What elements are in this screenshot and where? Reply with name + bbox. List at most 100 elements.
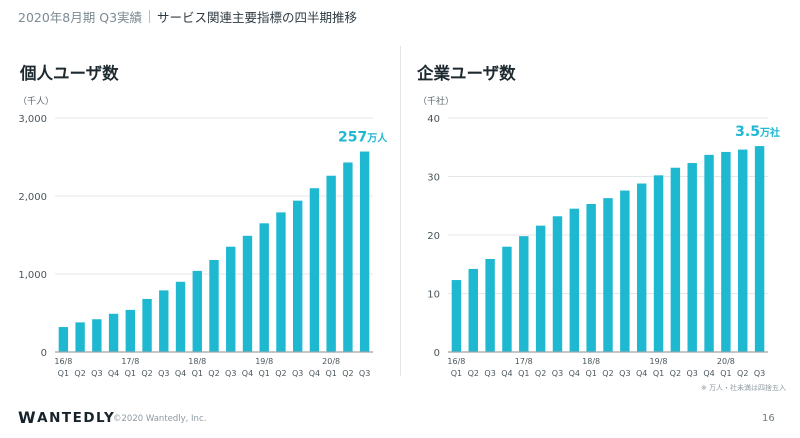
bar bbox=[519, 236, 529, 352]
x-year-label: 18/8 bbox=[188, 357, 206, 366]
slide-header: 2020年8月期 Q3実績 サービス関連主要指標の四半期推移 bbox=[18, 6, 357, 26]
x-tick-label: Q1 bbox=[518, 369, 529, 378]
x-year-label: 19/8 bbox=[255, 357, 273, 366]
copyright-text: ©2020 Wantedly, Inc. bbox=[113, 414, 207, 424]
report-period: 2020年8月期 Q3実績 bbox=[18, 9, 143, 25]
x-tick-label: Q1 bbox=[720, 369, 731, 378]
bar bbox=[75, 322, 85, 352]
bar bbox=[343, 162, 353, 352]
bar bbox=[125, 309, 136, 352]
x-tick-label: Q2 bbox=[275, 369, 286, 378]
wantedly-logo: W ANTEDLY bbox=[18, 408, 116, 427]
x-tick-label: Q3 bbox=[91, 369, 102, 378]
x-tick-label: Q4 bbox=[569, 369, 580, 378]
y-tick-label: 40 bbox=[427, 114, 440, 125]
x-tick-label: Q4 bbox=[309, 369, 320, 378]
y-tick-label: 10 bbox=[427, 290, 440, 301]
x-tick-label: Q1 bbox=[653, 369, 664, 378]
bar bbox=[309, 188, 320, 352]
x-year-label: 20/8 bbox=[322, 357, 340, 366]
callout-label: 3.5万社 bbox=[735, 124, 780, 140]
x-tick-label: Q4 bbox=[108, 369, 119, 378]
bar bbox=[535, 225, 546, 352]
x-year-label: 16/8 bbox=[447, 357, 465, 366]
callout-unit: 万人 bbox=[366, 132, 388, 145]
bar bbox=[276, 212, 286, 352]
x-tick-label: Q2 bbox=[208, 369, 219, 378]
bar bbox=[603, 198, 613, 352]
x-tick-label: Q3 bbox=[158, 369, 169, 378]
x-tick-label: Q3 bbox=[225, 369, 236, 378]
y-unit-label: （千人） bbox=[18, 96, 54, 107]
x-tick-label: Q2 bbox=[737, 369, 748, 378]
x-year-label: 16/8 bbox=[54, 357, 72, 366]
x-tick-label: Q2 bbox=[74, 369, 85, 378]
x-tick-label: Q1 bbox=[325, 369, 336, 378]
x-tick-label: Q1 bbox=[451, 369, 462, 378]
x-tick-label: Q3 bbox=[292, 369, 303, 378]
bar bbox=[636, 183, 647, 352]
callout-label: 257万人 bbox=[338, 130, 388, 146]
x-tick-label: Q1 bbox=[58, 369, 69, 378]
bar bbox=[108, 313, 119, 352]
x-tick-label: Q4 bbox=[175, 369, 186, 378]
bar bbox=[226, 246, 236, 352]
y-tick-label: 0 bbox=[41, 348, 47, 359]
x-year-label: 17/8 bbox=[515, 357, 533, 366]
x-year-label: 17/8 bbox=[121, 357, 139, 366]
bar bbox=[502, 246, 512, 352]
individual-users-chart: （千人） 0 1,000 2,000 3,000 16/8 17/8 18/8 19/8 20/8… bbox=[18, 96, 388, 378]
x-tick-label: Q2 bbox=[468, 369, 479, 378]
x-year-label: 18/8 bbox=[582, 357, 600, 366]
x-tick-label: Q2 bbox=[535, 369, 546, 378]
bar bbox=[468, 268, 478, 352]
x-tick-label: Q2 bbox=[670, 369, 681, 378]
bar bbox=[192, 270, 202, 352]
x-tick-label: Q1 bbox=[192, 369, 203, 378]
slide-subtitle: サービス関連主要指標の四半期推移 bbox=[157, 9, 358, 25]
company-users-chart: （千社） 0 10 20 30 40 16/8 17/8 18/8 19/8 20/8 Q1 Q2 Q3 Q… bbox=[418, 95, 786, 392]
chart-title-individual-users: 個人ユーザ数 bbox=[20, 64, 119, 83]
x-tick-label: Q4 bbox=[501, 369, 512, 378]
y-unit-label: （千社） bbox=[418, 95, 454, 107]
x-tick-label: Q3 bbox=[687, 369, 698, 378]
bar bbox=[721, 151, 731, 352]
bar bbox=[259, 223, 269, 352]
page-number: 16 bbox=[762, 413, 775, 424]
y-tick-label: 3,000 bbox=[18, 114, 47, 125]
bar bbox=[704, 154, 714, 352]
x-tick-label: Q3 bbox=[359, 369, 370, 378]
x-tick-label: Q3 bbox=[552, 369, 563, 378]
bar bbox=[326, 175, 336, 352]
bar bbox=[92, 319, 102, 352]
x-tick-label: Q1 bbox=[259, 369, 270, 378]
x-tick-label: Q3 bbox=[754, 369, 765, 378]
bar bbox=[209, 259, 219, 352]
x-tick-label: Q3 bbox=[484, 369, 495, 378]
x-tick-label: Q4 bbox=[242, 369, 253, 378]
y-tick-label: 30 bbox=[427, 173, 440, 184]
bar bbox=[738, 149, 748, 352]
bar bbox=[552, 216, 563, 352]
y-tick-label: 1,000 bbox=[18, 270, 47, 281]
bar bbox=[670, 167, 681, 352]
panel-divider bbox=[400, 46, 401, 376]
x-tick-label: Q4 bbox=[636, 369, 647, 378]
bar bbox=[292, 200, 303, 352]
bar bbox=[159, 290, 169, 352]
header-divider bbox=[149, 9, 151, 23]
chart-title-company-users: 企業ユーザ数 bbox=[417, 64, 516, 83]
bar bbox=[569, 208, 580, 352]
bar bbox=[359, 151, 370, 352]
callout-value: 3.5 bbox=[735, 124, 760, 140]
x-tick-label: Q1 bbox=[585, 369, 596, 378]
bar bbox=[586, 203, 596, 352]
bar bbox=[687, 163, 697, 352]
bar bbox=[620, 190, 630, 352]
callout-unit: 万社 bbox=[759, 126, 780, 139]
footnote: ※ 万人・社未満は四捨五入 bbox=[701, 383, 786, 392]
bar bbox=[175, 281, 186, 352]
x-tick-label: Q2 bbox=[602, 369, 613, 378]
y-tick-label: 2,000 bbox=[18, 192, 47, 203]
callout-value: 257 bbox=[338, 130, 367, 146]
